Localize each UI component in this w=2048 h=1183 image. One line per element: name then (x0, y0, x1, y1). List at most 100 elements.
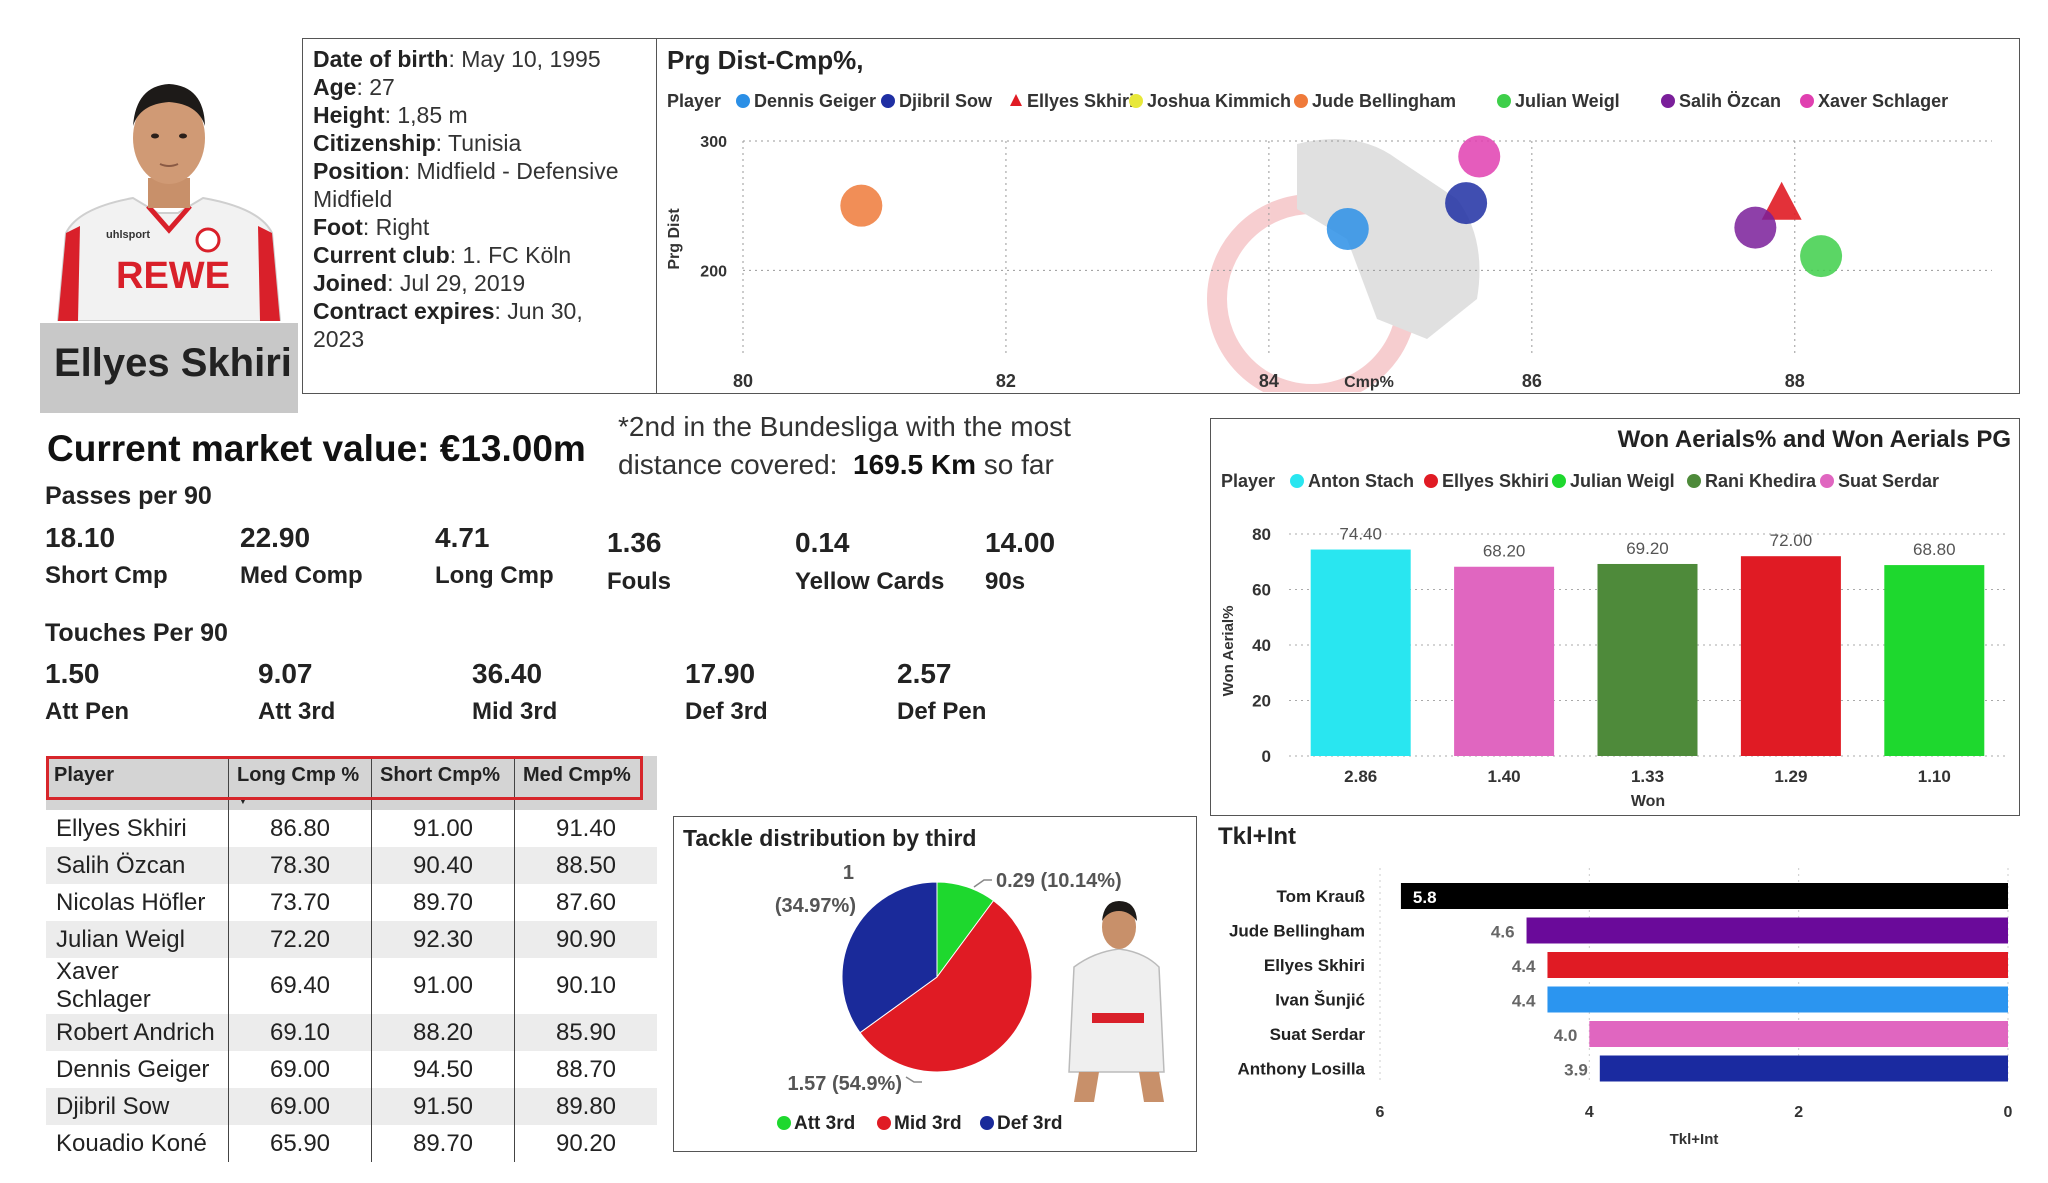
table-cell-value: 89.70 (371, 1125, 515, 1162)
aerials-y-tick: 20 (1252, 692, 1271, 711)
scatter-point[interactable] (1326, 207, 1369, 250)
aerials-bar[interactable] (1454, 566, 1555, 756)
player-photo: uhlsport REWE (38, 38, 300, 322)
pie-slice[interactable] (859, 899, 1033, 1073)
tklint-bar[interactable] (1589, 1021, 2008, 1047)
scatter-point[interactable] (1458, 135, 1501, 178)
tklint-bar[interactable] (1599, 1055, 2008, 1082)
pie-legend-label[interactable]: Def 3rd (997, 1113, 1062, 1134)
player-name: Ellyes Skhiri (54, 341, 292, 385)
aerials-legend-label[interactable]: Julian Weigl (1570, 471, 1675, 491)
scatter-legend-label[interactable]: Joshua Kimmich (1147, 91, 1291, 111)
scatter-legend-marker (1129, 94, 1143, 108)
scatter-legend-label[interactable]: Dennis Geiger (754, 91, 876, 111)
pie-legend-marker (980, 1116, 994, 1130)
aerials-bar-chart: Won Aerials% and Won Aerials PG Player Ant… (1220, 426, 2011, 810)
info-line: 2023 (303, 325, 656, 353)
aerials-bar[interactable] (1884, 565, 1985, 756)
table-cell-value: 91.00 (371, 958, 515, 1014)
table-cell-value: 69.10 (228, 1014, 372, 1051)
aerials-x-tick: 2.86 (1344, 767, 1377, 786)
table-cell-value: 90.40 (371, 847, 515, 884)
aerials-legend-label[interactable]: Rani Khedira (1705, 471, 1817, 491)
aerials-legend-title: Player (1221, 471, 1275, 491)
pie-legend-label[interactable]: Att 3rd (794, 1113, 855, 1134)
aerials-bar[interactable] (1740, 556, 1841, 756)
table-row: Djibril Sow 69.00 91.50 89.80 (46, 1088, 657, 1125)
table-header-long-cmp[interactable]: Long Cmp % ▼ (228, 756, 372, 810)
stat-value: 4.71 (435, 522, 490, 553)
info-value: 2023 (313, 326, 365, 352)
tklint-data-label: 4.4 (1512, 957, 1536, 976)
table-cell-value: 88.50 (514, 847, 657, 884)
aerials-legend-marker (1424, 474, 1438, 488)
market-value: Current market value: €13.00m (47, 428, 586, 469)
tklint-bar[interactable] (1547, 986, 2008, 1013)
scatter-point[interactable] (1734, 206, 1777, 249)
info-value: 1. FC Köln (462, 242, 572, 268)
table-cell-player: Salih Özcan (46, 847, 229, 884)
table-row: Xaver Schlager 69.40 91.00 90.10 (46, 958, 657, 1014)
table-cell-value: 69.40 (228, 958, 372, 1014)
table-header-player[interactable]: Player (46, 756, 229, 810)
info-value: Jun 30, (507, 298, 583, 324)
stat-value: 22.90 (240, 522, 311, 553)
stat-label: Yellow Cards (795, 568, 945, 595)
table-header-med-cmp[interactable]: Med Cmp% (514, 756, 657, 810)
stat-label: Def Pen (897, 698, 987, 725)
distance-note-line2: distance covered: 169.5 Km so far (618, 446, 1071, 484)
scatter-x-tick: 86 (1522, 371, 1542, 391)
scatter-legend-label[interactable]: Salih Özcan (1679, 91, 1781, 111)
scatter-legend-label[interactable]: Jude Bellingham (1312, 91, 1456, 111)
pie-legend-label[interactable]: Mid 3rd (894, 1113, 962, 1134)
sort-down-icon: ▼ (237, 793, 249, 807)
aerials-chart-panel: Won Aerials% and Won Aerials PG Player Ant… (1210, 418, 2020, 816)
scatter-point[interactable] (1761, 181, 1802, 220)
info-value: Tunisia (448, 130, 522, 156)
tklint-bar[interactable] (1526, 917, 2008, 944)
tklint-bar[interactable] (1400, 883, 2008, 909)
table-header-short-cmp[interactable]: Short Cmp% (371, 756, 515, 810)
table-cell-value: 91.00 (371, 810, 515, 847)
scatter-point[interactable] (1800, 235, 1843, 278)
table-cell-value: 87.60 (514, 884, 657, 921)
scatter-legend-marker (1497, 94, 1511, 108)
info-label: Position (313, 158, 404, 184)
tklint-bar-chart: Tkl+Int 6 4 2 0 Tkl+Int Tom Krauß 5.8 Jude Belli… (1218, 823, 2013, 1148)
scatter-legend-label[interactable]: Xaver Schlager (1818, 91, 1948, 111)
scatter-point[interactable] (840, 184, 883, 227)
scatter-legend-label[interactable]: Julian Weigl (1515, 91, 1620, 111)
pie-chart-panel: Tackle distribution by third 0.29 (10.14%… (673, 816, 1197, 1152)
scatter-legend-marker (1010, 94, 1022, 106)
aerials-legend-label[interactable]: Suat Serdar (1838, 471, 1939, 491)
tklint-x-label: Tkl+Int (1670, 1131, 1719, 1148)
pie-slice[interactable] (841, 881, 938, 1034)
stat-label: 90s (985, 568, 1026, 595)
aerials-legend-label[interactable]: Anton Stach (1308, 471, 1414, 491)
passing-table: Player Long Cmp % ▼ Short Cmp% Med Cmp% … (46, 756, 657, 1162)
aerials-data-label: 68.80 (1913, 540, 1956, 559)
table-cell-value: 72.20 (228, 921, 372, 958)
tklint-title: Tkl+Int (1218, 823, 1296, 850)
info-line: Foot: Right (313, 214, 430, 240)
info-line: Position: Midfield - Defensive (313, 158, 619, 184)
passes-header: Passes per 90 (45, 482, 212, 510)
aerials-data-label: 72.00 (1770, 531, 1813, 550)
scatter-legend-label[interactable]: Djibril Sow (899, 91, 993, 111)
touches-header: Touches Per 90 (45, 619, 228, 647)
stat-label: Med Comp (240, 562, 363, 589)
scatter-legend-label[interactable]: Ellyes Skhiri (1027, 91, 1134, 111)
info-line: Contract expires: Jun 30, (313, 298, 583, 324)
table-cell-value: 88.70 (514, 1051, 657, 1088)
aerials-bar[interactable] (1310, 549, 1411, 756)
aerials-legend-label[interactable]: Ellyes Skhiri (1442, 471, 1549, 491)
aerials-bar[interactable] (1597, 563, 1698, 756)
scatter-point[interactable] (1445, 182, 1488, 225)
tklint-data-label: 4.6 (1491, 923, 1515, 942)
tklint-bar[interactable] (1547, 952, 2008, 978)
stat-label: Mid 3rd (472, 698, 558, 725)
tklint-category: Tom Krauß (1277, 887, 1365, 906)
table-cell-player: Djibril Sow (46, 1088, 229, 1125)
table-header-long-cmp-label: Long Cmp % (237, 764, 360, 786)
tklint-data-label: 5.8 (1413, 888, 1437, 907)
